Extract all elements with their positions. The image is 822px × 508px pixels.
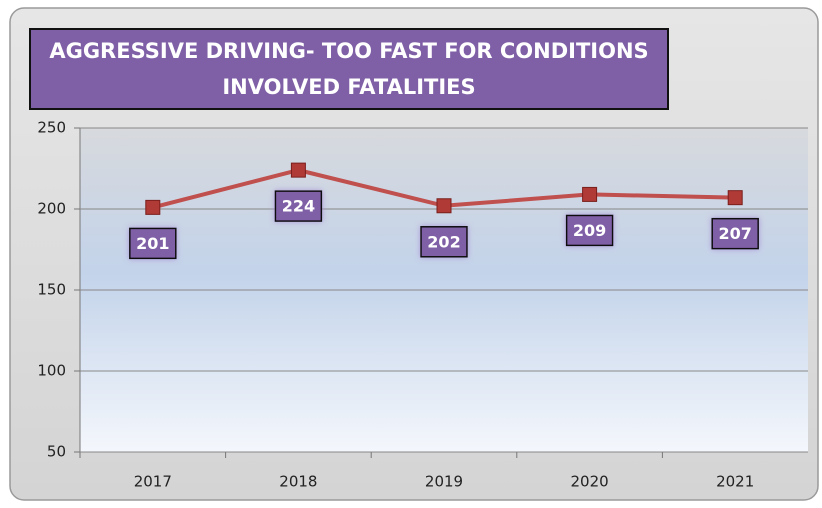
data-label: 207: [718, 224, 751, 243]
data-label: 224: [282, 197, 315, 216]
data-point: [582, 186, 598, 202]
title-box: [29, 28, 669, 110]
x-tick-label: 2017: [134, 473, 172, 491]
x-tick-label: 2020: [571, 473, 609, 491]
y-tick-label: 50: [47, 443, 66, 461]
data-point: [727, 190, 743, 206]
data-label-box: [129, 227, 177, 260]
data-label: 201: [136, 234, 169, 253]
chart-title: INVOLVED FATALITIES: [222, 75, 475, 99]
data-label: 202: [427, 232, 460, 251]
y-tick-label: 200: [37, 200, 66, 218]
data-point: [145, 199, 161, 215]
chart-title: AGGRESSIVE DRIVING- TOO FAST FOR CONDITI…: [49, 39, 648, 63]
y-tick-label: 250: [37, 119, 66, 137]
data-point: [436, 198, 452, 214]
data-point: [290, 162, 306, 178]
x-tick-label: 2019: [425, 473, 463, 491]
data-label-box: [420, 226, 468, 258]
x-tick-label: 2021: [716, 473, 754, 491]
y-tick-label: 150: [37, 281, 66, 299]
data-label-box: [274, 190, 323, 222]
x-tick-label: 2018: [279, 473, 317, 491]
data-label-box: [711, 217, 759, 250]
y-tick-label: 100: [37, 362, 66, 380]
data-label: 209: [573, 221, 606, 240]
data-label-box: [565, 214, 614, 247]
